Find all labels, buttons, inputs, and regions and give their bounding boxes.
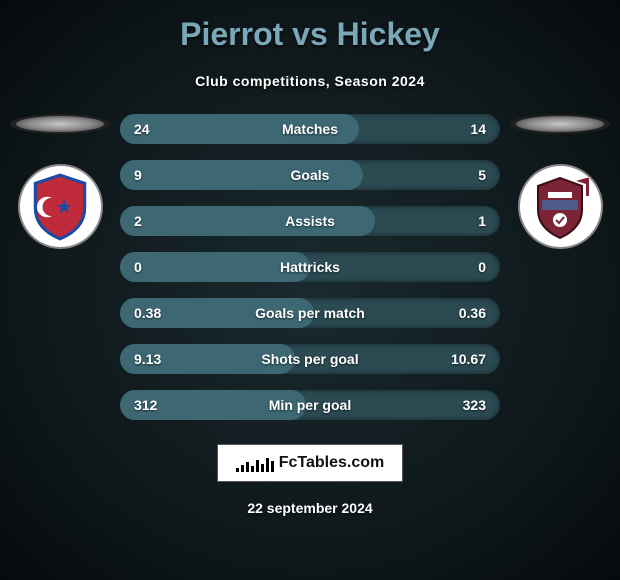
stat-bar: 24Matches14 <box>120 114 500 144</box>
stat-bar: 2Assists1 <box>120 206 500 236</box>
stat-right-value: 5 <box>478 167 486 183</box>
page-subtitle: Club competitions, Season 2024 <box>195 73 425 89</box>
right-club-crest <box>518 164 603 249</box>
stats-list: 24Matches14 9Goals5 2Assists1 0Hattricks0 0.… <box>120 114 500 420</box>
stat-label: Goals <box>120 167 500 183</box>
stat-label: Goals per match <box>120 305 500 321</box>
stat-right-value: 0.36 <box>459 305 486 321</box>
right-player-column <box>500 114 620 249</box>
shield-icon <box>29 171 91 243</box>
left-club-crest <box>18 164 103 249</box>
bar-chart-icon <box>236 454 274 472</box>
stat-bar: 9Goals5 <box>120 160 500 190</box>
stat-label: Min per goal <box>120 397 500 413</box>
stat-label: Matches <box>120 121 500 137</box>
stat-bar: 0Hattricks0 <box>120 252 500 282</box>
stat-right-value: 323 <box>463 397 486 413</box>
left-player-column <box>0 114 120 249</box>
stat-right-value: 10.67 <box>451 351 486 367</box>
stat-bar: 0.38Goals per match0.36 <box>120 298 500 328</box>
stat-right-value: 0 <box>478 259 486 275</box>
fctables-logo[interactable]: FcTables.com <box>217 444 404 482</box>
left-player-silhouette <box>10 114 110 134</box>
stat-bar: 312Min per goal323 <box>120 390 500 420</box>
shield-icon <box>530 172 590 242</box>
comparison-container: Pierrot vs Hickey Club competitions, Sea… <box>0 0 620 526</box>
stat-right-value: 14 <box>470 121 486 137</box>
stat-label: Shots per goal <box>120 351 500 367</box>
date-label: 22 september 2024 <box>247 500 372 516</box>
stat-bar: 9.13Shots per goal10.67 <box>120 344 500 374</box>
stat-label: Hattricks <box>120 259 500 275</box>
stat-right-value: 1 <box>478 213 486 229</box>
main-row: 24Matches14 9Goals5 2Assists1 0Hattricks0 0.… <box>0 114 620 420</box>
page-title: Pierrot vs Hickey <box>180 16 440 53</box>
stat-label: Assists <box>120 213 500 229</box>
logo-text: FcTables.com <box>279 454 385 472</box>
right-player-silhouette <box>510 114 610 134</box>
